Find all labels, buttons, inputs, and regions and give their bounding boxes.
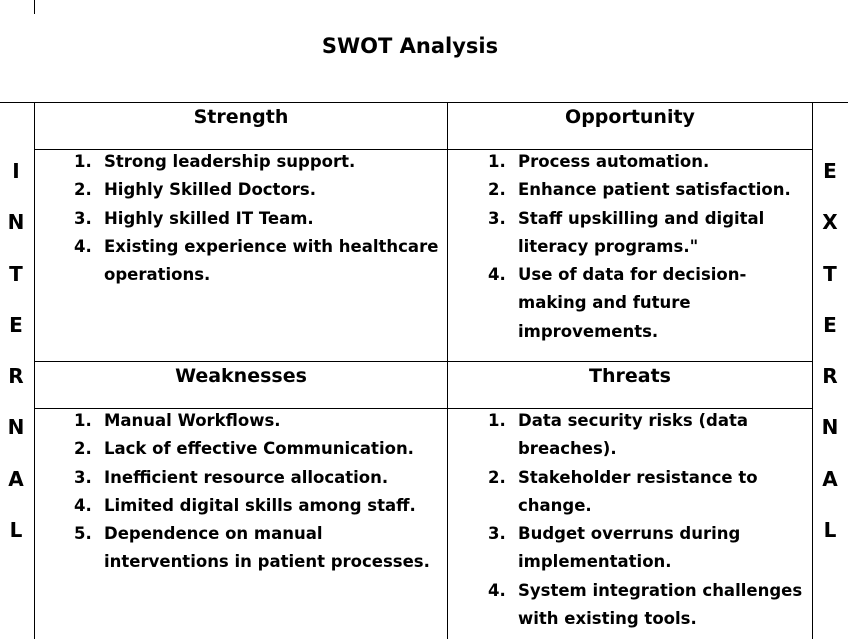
list-item-text: Process automation.: [518, 152, 710, 171]
list-item-number: 5.: [74, 524, 92, 544]
list-item-number: 4.: [488, 265, 506, 285]
document-title: SWOT Analysis: [321, 34, 499, 58]
list-item-number: 4.: [488, 580, 506, 600]
threats-list-item: 3. Budget overruns during implementation.: [448, 520, 810, 577]
list-item-text: Manual Workflows.: [104, 411, 281, 430]
list-item-text: Staff upskilling and digital literacy pr…: [518, 208, 765, 256]
opportunity-list-item: 2. Enhance patient satisfaction.: [448, 176, 810, 204]
list-item-number: 3.: [488, 524, 506, 544]
opportunity-list-item: 1. Process automation.: [448, 148, 810, 176]
list-item-number: 2.: [488, 467, 506, 487]
list-item-text: Enhance patient satisfaction.: [518, 180, 791, 200]
side-letter: N: [7, 415, 25, 440]
list-item-number: 2.: [74, 439, 92, 459]
side-letter: T: [9, 261, 23, 286]
list-item-number: 3.: [74, 208, 92, 228]
side-letter: T: [823, 261, 837, 286]
weaknesses-list: 1. Manual Workflows. 2. Lack of effective C…: [34, 407, 444, 577]
list-item-number: 3.: [488, 208, 506, 228]
list-item-text: Use of data for decision-making and futu…: [518, 265, 747, 341]
list-item-number: 3.: [74, 467, 92, 487]
list-item-text: Data security risks (data breaches).: [518, 411, 748, 459]
strength-list-item: 2. Highly Skilled Doctors.: [34, 176, 444, 204]
left-column-divider: [34, 102, 35, 639]
strength-list-item: 1. Strong leadership support.: [34, 148, 444, 176]
side-letter: A: [822, 466, 838, 491]
list-item-number: 1.: [74, 411, 92, 430]
weaknesses-heading: Weaknesses: [175, 365, 307, 387]
header-row-divider-top: [34, 149, 813, 150]
side-letter: R: [822, 364, 838, 389]
opportunity-list-item: 4. Use of data for decision-making and fu…: [448, 261, 810, 346]
weaknesses-list-item: 5. Dependence on manual interventions in …: [34, 520, 444, 577]
strength-list: 1. Strong leadership support. 2. Highly Ski…: [34, 148, 444, 289]
threats-list-item: 1. Data security risks (data breaches).: [448, 407, 810, 464]
list-item-text: Stakeholder resistance to change.: [518, 467, 758, 515]
list-item-number: 1.: [488, 411, 506, 430]
list-item-number: 4.: [74, 236, 92, 256]
side-letter: L: [9, 518, 23, 543]
header-row-divider-bottom: [34, 408, 813, 409]
opportunity-heading: Opportunity: [565, 106, 695, 128]
list-item-number: 1.: [488, 152, 506, 171]
text-cursor-mark: [34, 0, 35, 14]
opportunity-list: 1. Process automation. 2. Enhance patient s…: [448, 148, 810, 346]
list-item-text: System integration challenges with exist…: [518, 580, 803, 629]
side-letter: X: [822, 210, 838, 235]
external-side-label: E X T E R N A L: [814, 146, 846, 556]
threats-list-item: 4. System integration challenges with exi…: [448, 577, 810, 634]
strength-heading: Strength: [193, 106, 289, 128]
strength-list-item: 3. Highly skilled IT Team.: [34, 205, 444, 233]
weaknesses-list-item: 3. Inefficient resource allocation.: [34, 464, 444, 492]
list-item-text: Highly skilled IT Team.: [104, 208, 314, 228]
list-item-number: 1.: [74, 152, 92, 171]
threats-heading: Threats: [589, 365, 671, 387]
middle-row-divider: [34, 361, 813, 362]
weaknesses-list-item: 2. Lack of effective Communication.: [34, 435, 444, 463]
side-letter: A: [8, 466, 24, 491]
side-letter: E: [823, 159, 837, 183]
side-letter: I: [12, 159, 20, 183]
threats-list: 1. Data security risks (data breaches). 2.…: [448, 407, 810, 633]
list-item-number: 2.: [74, 180, 92, 200]
weaknesses-list-item: 1. Manual Workflows.: [34, 407, 444, 435]
side-letter: L: [823, 518, 837, 543]
list-item-text: Limited digital skills among staff.: [104, 495, 416, 515]
strength-list-item: 4. Existing experience with healthcare op…: [34, 233, 444, 290]
side-letter: N: [821, 415, 839, 440]
opportunity-list-item: 3. Staff upskilling and digital literacy …: [448, 205, 810, 262]
list-item-text: Lack of effective Communication.: [104, 439, 414, 459]
list-item-text: Inefficient resource allocation.: [104, 467, 389, 487]
right-column-divider: [812, 102, 813, 639]
list-item-text: Budget overruns during implementation.: [518, 524, 741, 572]
list-item-text: Existing experience with healthcare oper…: [104, 236, 439, 285]
internal-side-label: I N T E R N A L: [0, 146, 32, 556]
side-letter: N: [7, 210, 25, 235]
weaknesses-list-item: 4. Limited digital skills among staff.: [34, 492, 444, 520]
side-letter: E: [9, 312, 23, 337]
center-column-divider: [447, 102, 448, 639]
list-item-text: Dependence on manual interventions in pa…: [104, 524, 430, 572]
side-letter: R: [8, 364, 24, 389]
table-top-border: [0, 102, 848, 103]
side-letter: E: [823, 312, 837, 337]
list-item-number: 4.: [74, 495, 92, 515]
threats-list-item: 2. Stakeholder resistance to change.: [448, 464, 810, 521]
list-item-text: Highly Skilled Doctors.: [104, 180, 317, 200]
list-item-text: Strong leadership support.: [104, 152, 356, 171]
list-item-number: 2.: [488, 180, 506, 200]
